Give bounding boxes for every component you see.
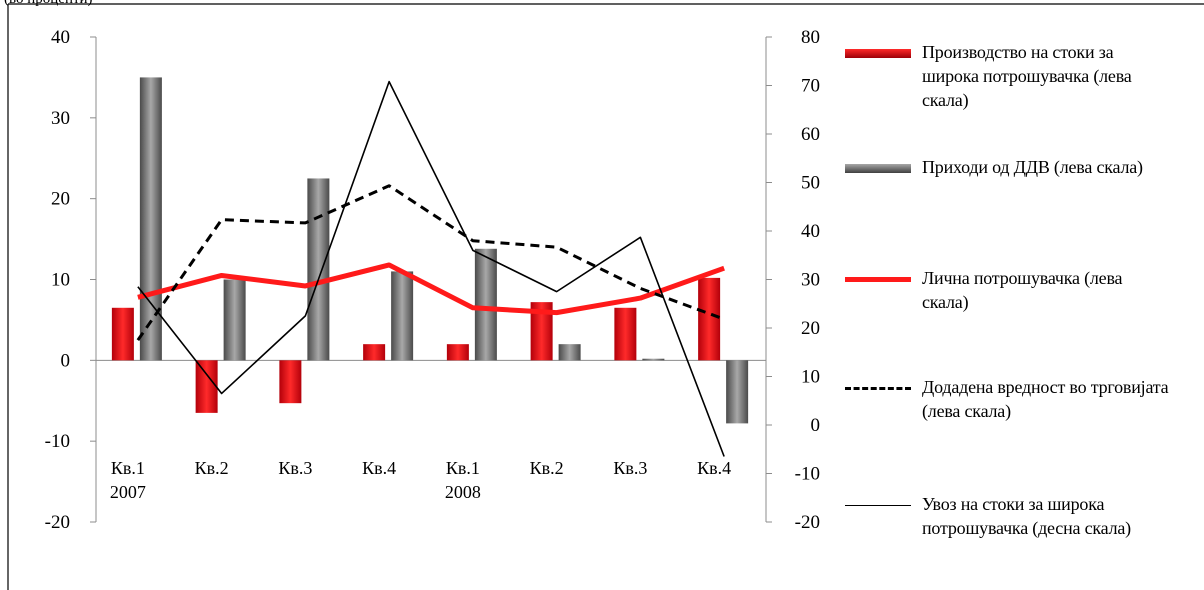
category-label: Кв.4 bbox=[697, 458, 731, 478]
right-axis-tick-label: 0 bbox=[811, 415, 821, 436]
bar bbox=[614, 307, 637, 361]
bar bbox=[223, 279, 246, 361]
left-axis-tick-label: 20 bbox=[51, 189, 70, 210]
category-label: Кв.3 bbox=[613, 458, 647, 478]
category-label: Кв.2 bbox=[530, 458, 564, 478]
right-axis-tick-label: 60 bbox=[801, 124, 820, 145]
right-axis-tick-label: 20 bbox=[801, 318, 820, 339]
left-axis-tick-label: 30 bbox=[51, 108, 70, 129]
category-label: Кв.4 bbox=[362, 458, 396, 478]
left-axis-tick-label: -10 bbox=[45, 431, 70, 452]
category-label: Кв.2 bbox=[195, 458, 229, 478]
legend-label: Лична потрошувачка (лева скала) bbox=[922, 268, 1123, 312]
bar bbox=[363, 344, 386, 361]
series-line bbox=[137, 80, 725, 457]
bar bbox=[391, 271, 414, 361]
legend-swatch bbox=[845, 387, 911, 390]
legend-swatch bbox=[845, 505, 911, 506]
right-axis-tick-label: 80 bbox=[801, 27, 820, 48]
legend-swatch bbox=[845, 49, 911, 58]
bar bbox=[698, 277, 721, 361]
category-label: Кв.1 bbox=[111, 458, 145, 478]
bar bbox=[642, 358, 665, 361]
bar bbox=[111, 307, 134, 361]
right-axis-tick-label: -20 bbox=[795, 512, 820, 533]
bar bbox=[195, 360, 218, 413]
left-axis-tick-label: -20 bbox=[45, 512, 70, 533]
category-label: 2007 bbox=[110, 482, 146, 502]
right-axis-tick-label: 50 bbox=[801, 173, 820, 194]
bar bbox=[558, 344, 581, 361]
right-axis-tick-label: -10 bbox=[795, 464, 820, 485]
legend-label: Додадена вредност во трговијата (лева ск… bbox=[922, 377, 1169, 421]
left-axis-tick-label: 40 bbox=[51, 27, 70, 48]
left-axis-tick-label: 0 bbox=[61, 350, 71, 371]
category-label: Кв.1 bbox=[446, 458, 480, 478]
bar bbox=[530, 302, 553, 361]
right-axis-tick-label: 70 bbox=[801, 76, 820, 97]
category-label: Кв.3 bbox=[278, 458, 312, 478]
legend-label: Приходи од ДДВ (лева скала) bbox=[922, 157, 1143, 177]
legend-swatch bbox=[845, 277, 911, 282]
right-axis-tick-label: 10 bbox=[801, 367, 820, 388]
bar bbox=[279, 360, 302, 404]
bar bbox=[139, 77, 162, 361]
category-label: 2008 bbox=[445, 482, 481, 502]
legend-label: Производство на стоки за широка потрошув… bbox=[922, 42, 1132, 110]
legend-swatch bbox=[845, 164, 911, 173]
right-axis-tick-label: 30 bbox=[801, 270, 820, 291]
legend-label: Увоз на стоки за широка потрошувачка (де… bbox=[922, 494, 1131, 538]
bar bbox=[307, 178, 330, 361]
series-line bbox=[137, 262, 725, 316]
bar bbox=[446, 344, 469, 361]
right-axis-tick-label: 40 bbox=[801, 221, 820, 242]
bar bbox=[474, 248, 497, 361]
left-axis-tick-label: 10 bbox=[51, 270, 70, 291]
bar bbox=[726, 360, 749, 424]
